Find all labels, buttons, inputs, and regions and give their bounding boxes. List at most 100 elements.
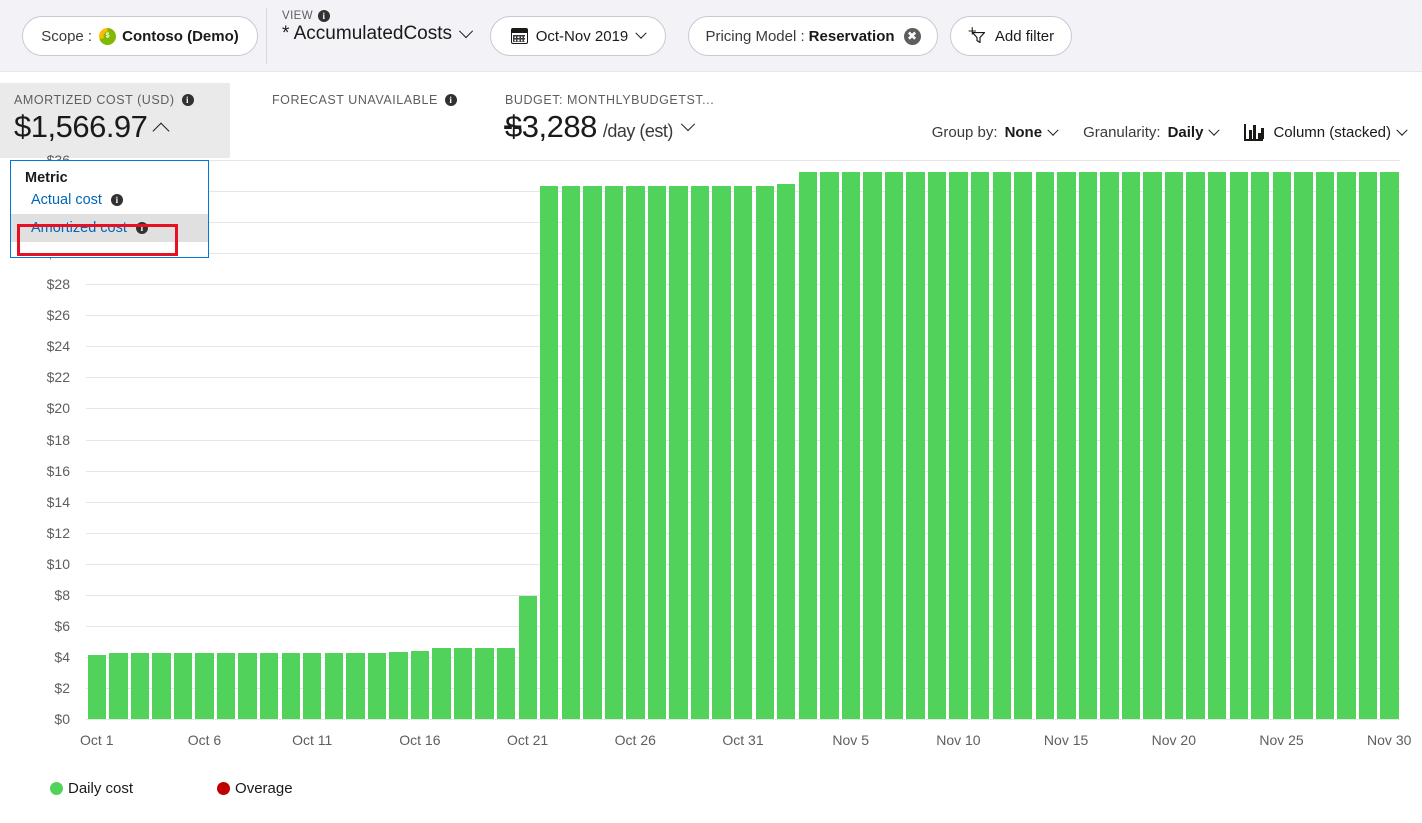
bar[interactable]: [173, 652, 193, 719]
bar[interactable]: [1358, 172, 1378, 719]
bar[interactable]: [303, 652, 322, 719]
bar[interactable]: [604, 186, 624, 719]
metric-item-actual-cost[interactable]: Actual cost i: [11, 186, 208, 214]
bar[interactable]: [475, 647, 494, 719]
bar[interactable]: [152, 652, 171, 719]
legend-swatch: [50, 782, 63, 795]
bar[interactable]: [238, 652, 257, 719]
view-name-dropdown[interactable]: * AccumulatedCosts: [282, 23, 474, 45]
scope-selector-button[interactable]: Scope : Contoso (Demo): [22, 16, 258, 56]
info-icon[interactable]: i: [181, 94, 194, 106]
bar[interactable]: [798, 172, 817, 719]
add-filter-button[interactable]: + Add filter: [950, 16, 1072, 56]
bar[interactable]: [324, 652, 343, 719]
bar[interactable]: [992, 172, 1011, 719]
amortized-cost-kpi[interactable]: AMORTIZED COST (USD) i $1,566.97: [0, 83, 230, 158]
bar[interactable]: [195, 652, 214, 719]
bar[interactable]: [734, 186, 753, 719]
view-selector[interactable]: VIEW i * AccumulatedCosts: [282, 10, 474, 45]
info-icon[interactable]: i: [110, 194, 123, 206]
bar[interactable]: [1337, 172, 1356, 719]
bar[interactable]: [259, 652, 279, 719]
bar[interactable]: [410, 650, 430, 719]
info-icon[interactable]: i: [318, 10, 330, 22]
bar[interactable]: [389, 651, 408, 719]
bar[interactable]: [453, 647, 473, 719]
bar[interactable]: [346, 652, 365, 719]
bar[interactable]: [1315, 172, 1335, 719]
bar[interactable]: [884, 172, 904, 719]
close-circle-icon[interactable]: ✖: [903, 27, 921, 45]
bar[interactable]: [626, 186, 645, 719]
bar[interactable]: [561, 186, 580, 719]
bar[interactable]: [540, 186, 559, 719]
bar[interactable]: [1078, 172, 1098, 719]
bar[interactable]: [1121, 172, 1141, 719]
bar[interactable]: [1186, 172, 1205, 719]
bar[interactable]: [367, 652, 387, 719]
toolbar-divider: [266, 8, 267, 64]
bar[interactable]: [949, 172, 968, 719]
y-axis-tick-label: $4: [54, 648, 70, 665]
info-icon[interactable]: i: [444, 94, 457, 106]
chevron-down-icon: [635, 27, 647, 39]
bar[interactable]: [518, 596, 537, 719]
bar[interactable]: [841, 172, 861, 719]
bar[interactable]: [906, 172, 925, 719]
legend-item-daily-cost[interactable]: Daily cost: [50, 780, 133, 797]
y-axis-tick-label: $20: [46, 400, 70, 417]
bar[interactable]: [820, 172, 839, 719]
chevron-down-icon[interactable]: [680, 117, 695, 132]
granularity-label: Granularity:: [1083, 124, 1161, 141]
amortized-cost-value-row[interactable]: $1,566.97: [14, 109, 230, 145]
pricing-model-filter-chip[interactable]: Pricing Model : Reservation ✖: [688, 16, 938, 56]
bar[interactable]: [1014, 172, 1033, 719]
legend-item-overage[interactable]: Overage: [217, 780, 293, 797]
bar[interactable]: [863, 172, 882, 719]
bar[interactable]: [1294, 172, 1313, 719]
bar[interactable]: [281, 652, 300, 719]
granularity-control[interactable]: Granularity: Daily: [1083, 124, 1221, 141]
bar[interactable]: [583, 186, 602, 719]
bar[interactable]: [1143, 172, 1162, 719]
budget-value-row[interactable]: $3,288 /day (est): [505, 109, 835, 145]
info-icon[interactable]: i: [135, 222, 148, 234]
bar[interactable]: [1272, 172, 1292, 719]
bar[interactable]: [927, 172, 947, 719]
bar[interactable]: [432, 647, 451, 719]
legend-label: Daily cost: [68, 780, 134, 797]
bar[interactable]: [1100, 172, 1119, 719]
bar[interactable]: [109, 652, 128, 719]
chevron-down-icon: [1396, 124, 1408, 136]
bar[interactable]: [1208, 172, 1227, 719]
bar-series: [86, 160, 1400, 719]
legend-label: Overage: [235, 780, 293, 797]
bar[interactable]: [690, 186, 710, 719]
bar[interactable]: [130, 652, 150, 719]
budget-kpi[interactable]: BUDGET: MONTHLYBUDGETST... $3,288 /day (…: [505, 93, 835, 145]
chart-type-control[interactable]: Column (stacked): [1244, 124, 1408, 141]
bar[interactable]: [1251, 172, 1270, 719]
bar[interactable]: [777, 184, 796, 719]
metric-item-amortized-cost[interactable]: Amortized cost i: [11, 214, 208, 242]
chevron-up-icon[interactable]: [152, 122, 170, 139]
bar[interactable]: [755, 186, 774, 719]
bar[interactable]: [1035, 172, 1055, 719]
group-by-control[interactable]: Group by: None: [932, 124, 1059, 141]
bar[interactable]: [87, 655, 106, 719]
bar[interactable]: [647, 186, 667, 719]
bar[interactable]: [971, 172, 990, 719]
bar[interactable]: [712, 186, 731, 719]
bar[interactable]: [1164, 172, 1184, 719]
metric-dropdown-menu[interactable]: Metric Actual cost i Amortized cost i: [10, 160, 209, 258]
bar[interactable]: [1229, 172, 1248, 719]
bar[interactable]: [496, 647, 516, 719]
bar[interactable]: [216, 652, 236, 719]
bar[interactable]: [669, 186, 688, 719]
x-axis-tick-label: Oct 11: [292, 732, 333, 748]
plot-area: [86, 160, 1400, 720]
x-axis-tick-label: Oct 26: [614, 732, 656, 748]
bar[interactable]: [1380, 172, 1399, 719]
bar[interactable]: [1057, 172, 1076, 719]
date-range-button[interactable]: Oct-Nov 2019: [490, 16, 666, 56]
